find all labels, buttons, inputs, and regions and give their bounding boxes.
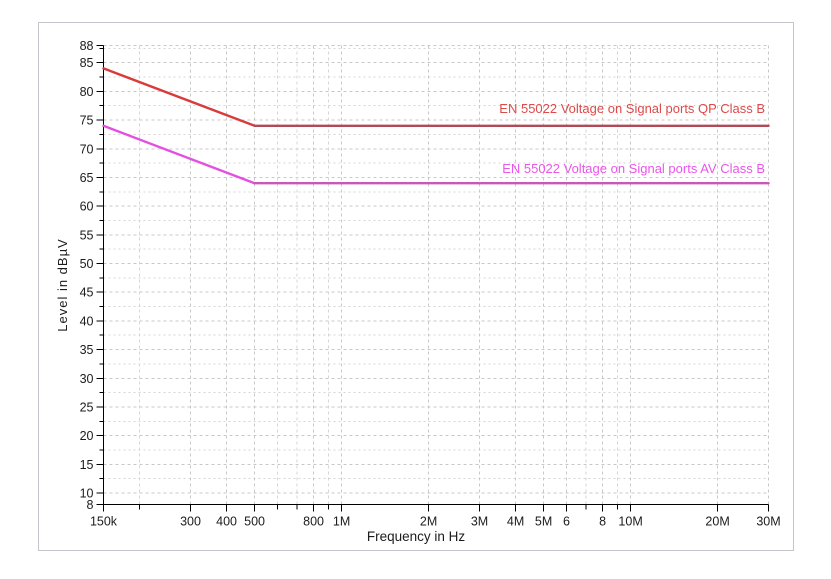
y-tick-label: 75 xyxy=(80,114,94,128)
y-tick-label: 45 xyxy=(80,286,94,300)
x-tick-label: 20M xyxy=(705,515,729,529)
y-tick-label: 50 xyxy=(80,257,94,271)
y-axis-title: Level in dBµV xyxy=(55,238,70,332)
y-tick-label: 55 xyxy=(80,228,94,242)
x-tick-label: 6 xyxy=(563,515,570,529)
y-tick-label: 8 xyxy=(87,498,94,512)
x-tick-label: 1M xyxy=(333,515,350,529)
y-tick-label: 85 xyxy=(80,56,94,70)
series-line-1 xyxy=(102,124,256,185)
y-tick-label: 60 xyxy=(80,200,94,214)
y-tick-label: 30 xyxy=(80,372,94,386)
x-tick-label: 400 xyxy=(216,515,237,529)
y-tick-label: 15 xyxy=(80,458,94,472)
x-tick-label: 500 xyxy=(244,515,265,529)
x-axis-title: Frequency in Hz xyxy=(366,529,466,544)
y-tick-label: 80 xyxy=(80,85,94,99)
x-tick-label: 150k xyxy=(90,515,118,529)
y-tick-label: 35 xyxy=(80,343,94,357)
x-tick-label: 800 xyxy=(303,515,324,529)
series-line-0 xyxy=(102,67,256,128)
x-tick-label: 3M xyxy=(471,515,488,529)
x-tick-label: 8 xyxy=(599,515,606,529)
x-tick-label: 10M xyxy=(618,515,642,529)
x-tick-label: 2M xyxy=(420,515,437,529)
y-tick-label: 25 xyxy=(80,401,94,415)
x-tick-label: 5M xyxy=(535,515,552,529)
series-label-av: EN 55022 Voltage on Signal ports AV Clas… xyxy=(502,161,765,176)
series-label-qp: EN 55022 Voltage on Signal ports QP Clas… xyxy=(499,101,765,116)
x-tick-label: 300 xyxy=(180,515,201,529)
x-tick-label: 30M xyxy=(756,515,780,529)
chart-canvas: 150k 300 400 500 800 1M 2M 3M 4M 5M 6 8 10M 20M 30M810… xyxy=(80,39,781,529)
y-tick-label: 10 xyxy=(80,487,94,501)
x-tick-label: 4M xyxy=(507,515,524,529)
y-tick-label: 70 xyxy=(80,142,94,156)
y-tick-label: 88 xyxy=(80,39,94,53)
y-tick-label: 40 xyxy=(80,314,94,328)
chart-window: 150k 300 400 500 800 1M 2M 3M 4M 5M 6 8 10M 20M 30M 8 10… xyxy=(38,22,794,551)
y-tick-label: 65 xyxy=(80,171,94,185)
y-tick-label: 20 xyxy=(80,429,94,443)
